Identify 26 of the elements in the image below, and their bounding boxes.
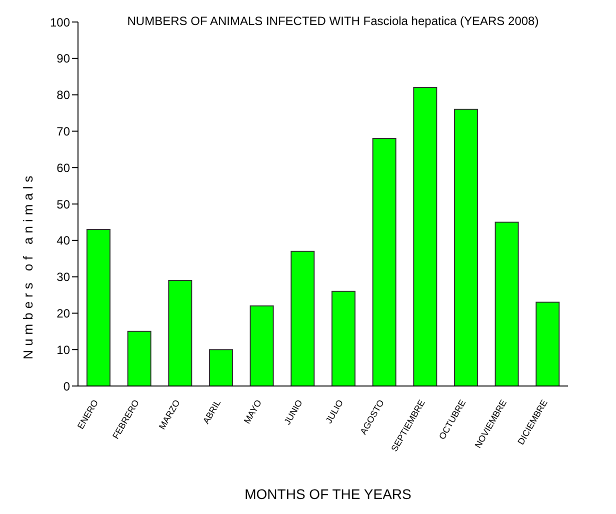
y-tick-label: 80	[56, 88, 70, 102]
bar	[127, 330, 152, 386]
y-tick-label: 30	[56, 270, 70, 284]
y-axis-title: Numbers of animals	[20, 170, 36, 362]
y-tick-label: 90	[56, 52, 70, 66]
bar	[413, 87, 438, 386]
y-tick-label: 10	[56, 342, 70, 357]
bar	[494, 222, 519, 386]
y-tick-label: 70	[56, 124, 70, 138]
bar	[372, 138, 396, 386]
bar	[168, 280, 192, 386]
y-tick-label: 50	[56, 197, 70, 212]
bar	[86, 228, 110, 386]
bar	[536, 302, 560, 386]
bar	[290, 250, 315, 386]
y-tick-label: 100	[50, 15, 70, 30]
bar	[454, 108, 478, 386]
bar	[331, 290, 356, 386]
chart-title: NUMBERS OF ANIMALS INFECTED WITH Fasciola hepatica (YEARS 2008)	[127, 14, 539, 28]
y-tick-label: 0	[63, 379, 70, 394]
bar	[250, 305, 274, 386]
x-axis-title: MONTHS OF THE YEARS	[244, 486, 412, 502]
y-tick-label: 40	[56, 234, 70, 248]
y-tick-label: 20	[56, 306, 70, 320]
y-tick-label: 60	[56, 160, 70, 175]
bar	[208, 349, 233, 386]
